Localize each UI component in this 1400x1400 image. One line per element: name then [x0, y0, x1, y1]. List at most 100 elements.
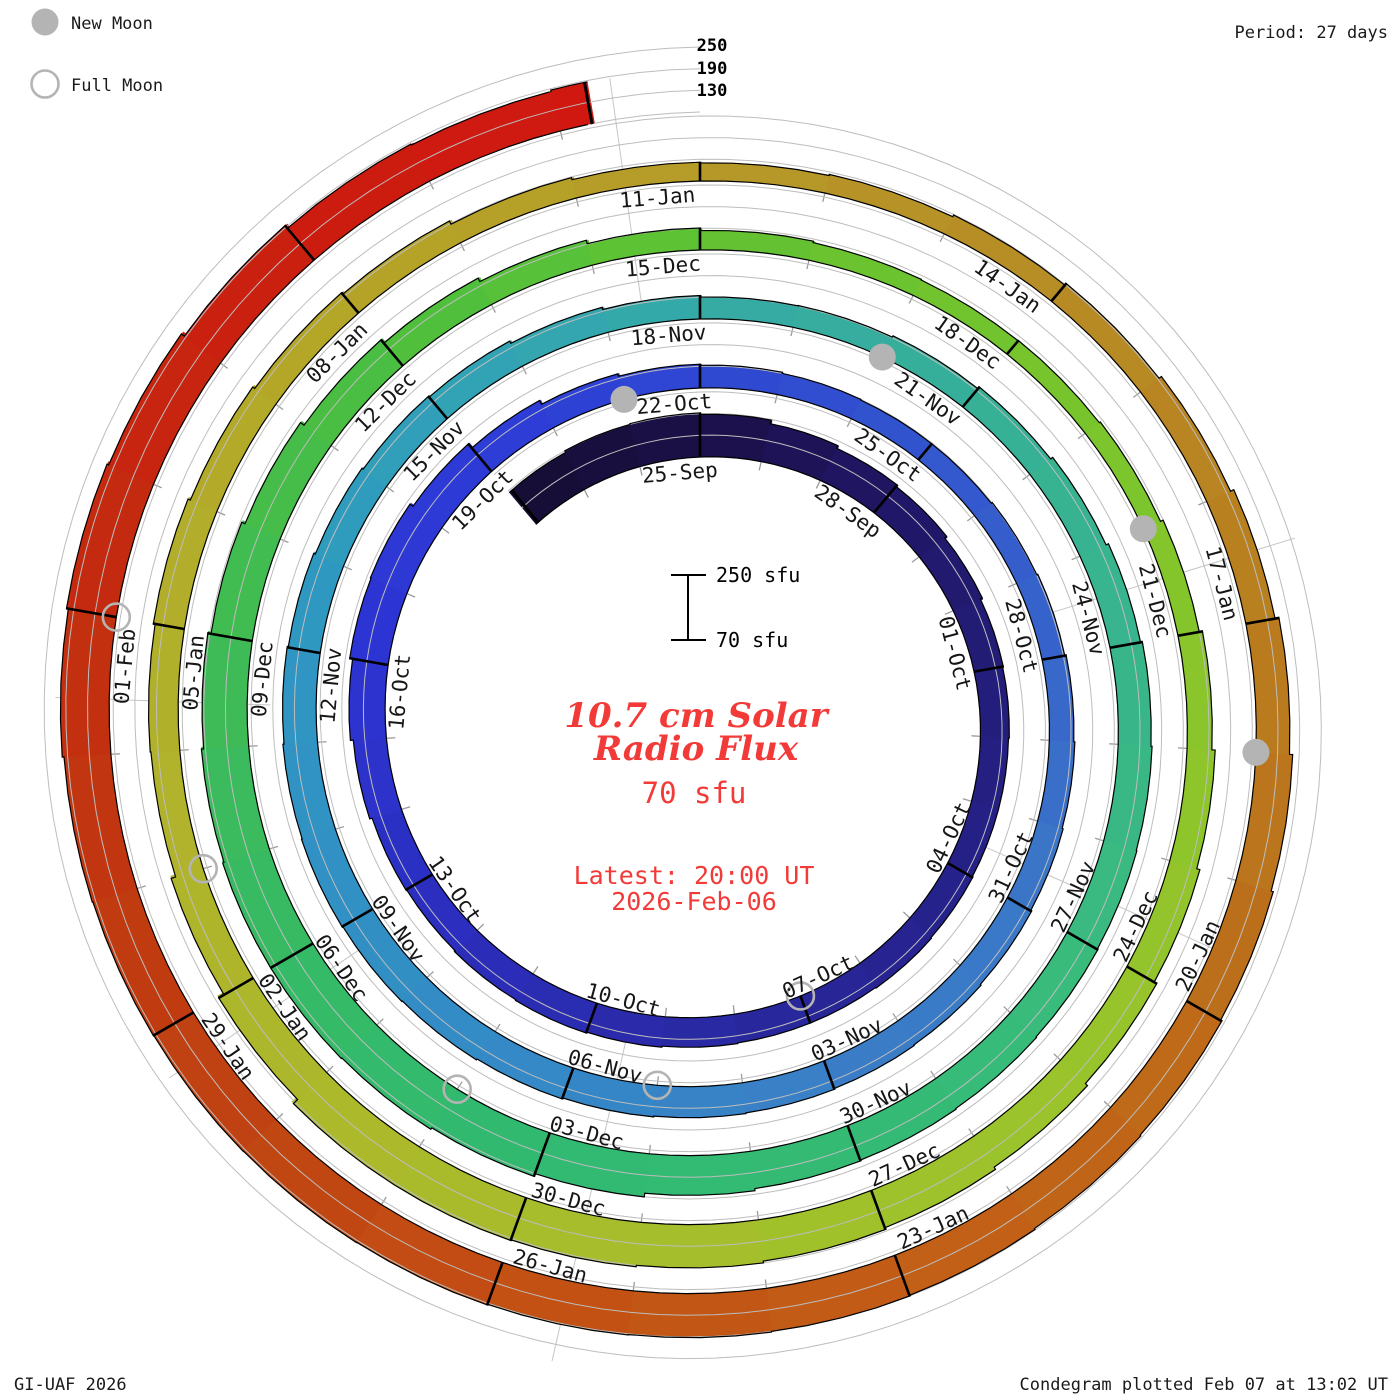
credit-right: Condegram plotted Feb 07 at 13:02 UT [1020, 1375, 1388, 1395]
three-day-separator [917, 442, 934, 462]
three-day-separator [65, 606, 118, 619]
three-day-separator [1050, 282, 1068, 303]
plot-title-line1: 10.7 cm Solar [564, 696, 829, 736]
flux-band-day-segment [918, 443, 993, 517]
latest-time: Latest: 20:00 UT [574, 861, 815, 890]
three-day-separator [485, 1261, 504, 1306]
flux-band-day-segment [400, 976, 496, 1060]
flux-band-day-segment [66, 461, 155, 618]
flux-band-day-segment [962, 387, 1052, 476]
flux-band-day-segment [845, 1078, 956, 1161]
flux-band-day-segment [799, 963, 876, 1024]
flux-band-day-segment [451, 177, 579, 243]
flux-band-day-segment [1103, 744, 1153, 853]
flux-band-day-segment [479, 239, 595, 305]
flux-band-day-segment [1169, 748, 1216, 872]
three-day-separator [1245, 616, 1280, 626]
flux-band-day-segment [971, 1060, 1088, 1169]
flux-band-day-segment [858, 918, 932, 989]
flux-band-day-segment [1058, 966, 1157, 1086]
flux-band-day-segment [934, 1012, 1037, 1110]
three-day-separator [349, 656, 389, 667]
flux-band-day-segment [1037, 740, 1075, 831]
three-day-separator [283, 224, 316, 262]
flux-band-day-segment [651, 1082, 746, 1118]
center-annotations: 10.7 cm Solar Radio Flux 70 sfu Latest: … [564, 696, 829, 916]
flux-band-day-segment [1140, 376, 1232, 504]
flux-band-day-segment [371, 808, 433, 890]
three-day-separator [152, 1011, 195, 1037]
flux-band-day-segment [411, 90, 564, 182]
flux-band-day-segment [340, 1023, 458, 1130]
band-inner-edge [108, 123, 1257, 1295]
flux-band-day-segment [602, 295, 702, 333]
moon-legend: New Moon Full Moon [30, 8, 163, 99]
three-day-separator [207, 631, 253, 643]
flux-band-day-segment [1110, 642, 1152, 749]
flux-band-day-segment [484, 1261, 634, 1335]
flux-band-day-segment [1006, 821, 1064, 913]
three-day-separator [1041, 654, 1067, 662]
flux-band-day-segment [405, 873, 478, 951]
new-moon-label: New Moon [71, 14, 153, 34]
full-moon-label: Full Moon [71, 76, 163, 96]
full-moon-marker [188, 853, 219, 884]
flux-band-day-segment [304, 338, 405, 446]
flux-band-day-segment [282, 645, 321, 745]
three-day-separator [869, 1189, 887, 1231]
credit-left: GI-UAF 2026 [14, 1375, 127, 1395]
flux-band-day-segment [150, 747, 204, 877]
flux-band-day-segment [353, 736, 402, 819]
flux-band-day-segment [532, 1132, 650, 1197]
radial-scale-labels: 250 190 130 [697, 36, 728, 101]
new-moon-marker [610, 385, 638, 413]
flux-band-day-segment [63, 751, 138, 902]
flux-band-day-segment [974, 666, 1010, 740]
flux-band-day-segment [882, 335, 980, 409]
three-day-separator [1066, 930, 1099, 952]
three-day-separator [961, 385, 981, 409]
flux-band-day-segment [625, 1288, 772, 1338]
full-moon-icon [30, 69, 60, 99]
new-moon-marker [868, 343, 896, 371]
flux-band-day-segment [1125, 860, 1200, 985]
three-day-separator [340, 291, 360, 315]
flux-band-day-segment [763, 1255, 910, 1332]
three-day-separator [466, 442, 493, 473]
three-day-separator [893, 1254, 912, 1297]
flux-band-day-segment [412, 442, 493, 528]
spiral-date-label: 11-Jan [619, 183, 697, 213]
latest-date: 2026-Feb-06 [611, 887, 777, 916]
flux-band-day-segment [541, 373, 626, 428]
flux-band-day-segment [809, 242, 924, 297]
flux-band-day-segment [1009, 1107, 1141, 1231]
flux-band-day-segment [748, 1125, 861, 1189]
flux-band-day-segment [429, 340, 524, 419]
flux-band-day-segment [211, 520, 281, 641]
flux-band-day-segment [820, 448, 899, 514]
flux-band-day-segment [959, 897, 1032, 986]
flux-band-day-segment [471, 399, 555, 472]
radial-tick-250: 250 [697, 36, 728, 56]
flux-band-day-segment [1016, 574, 1066, 662]
three-day-separator [973, 665, 1004, 674]
current-flux-value: 70 sfu [642, 776, 747, 810]
flux-band-day-segment [108, 331, 223, 485]
flux-band-day-segment [1007, 340, 1101, 435]
flux-band-day-segment [1206, 489, 1276, 627]
full-moon-marker [101, 602, 132, 632]
flux-band-day-segment [202, 630, 253, 749]
flux-band-day-segment [822, 1020, 915, 1090]
three-day-separator [1005, 339, 1020, 356]
spiral-date-label: 25-Sep [641, 458, 719, 488]
flux-band-day-segment [354, 1203, 503, 1305]
three-day-separator [217, 976, 255, 1000]
flux-band-day-segment [1185, 880, 1274, 1023]
three-day-separator [582, 81, 594, 125]
flux-band-day-segment [618, 364, 702, 400]
three-day-separator [1125, 965, 1158, 986]
three-day-separator [152, 622, 186, 631]
full-moon-marker [642, 1070, 673, 1101]
flux-band-day-segment [342, 219, 463, 313]
flux-band-day-segment [629, 412, 702, 467]
